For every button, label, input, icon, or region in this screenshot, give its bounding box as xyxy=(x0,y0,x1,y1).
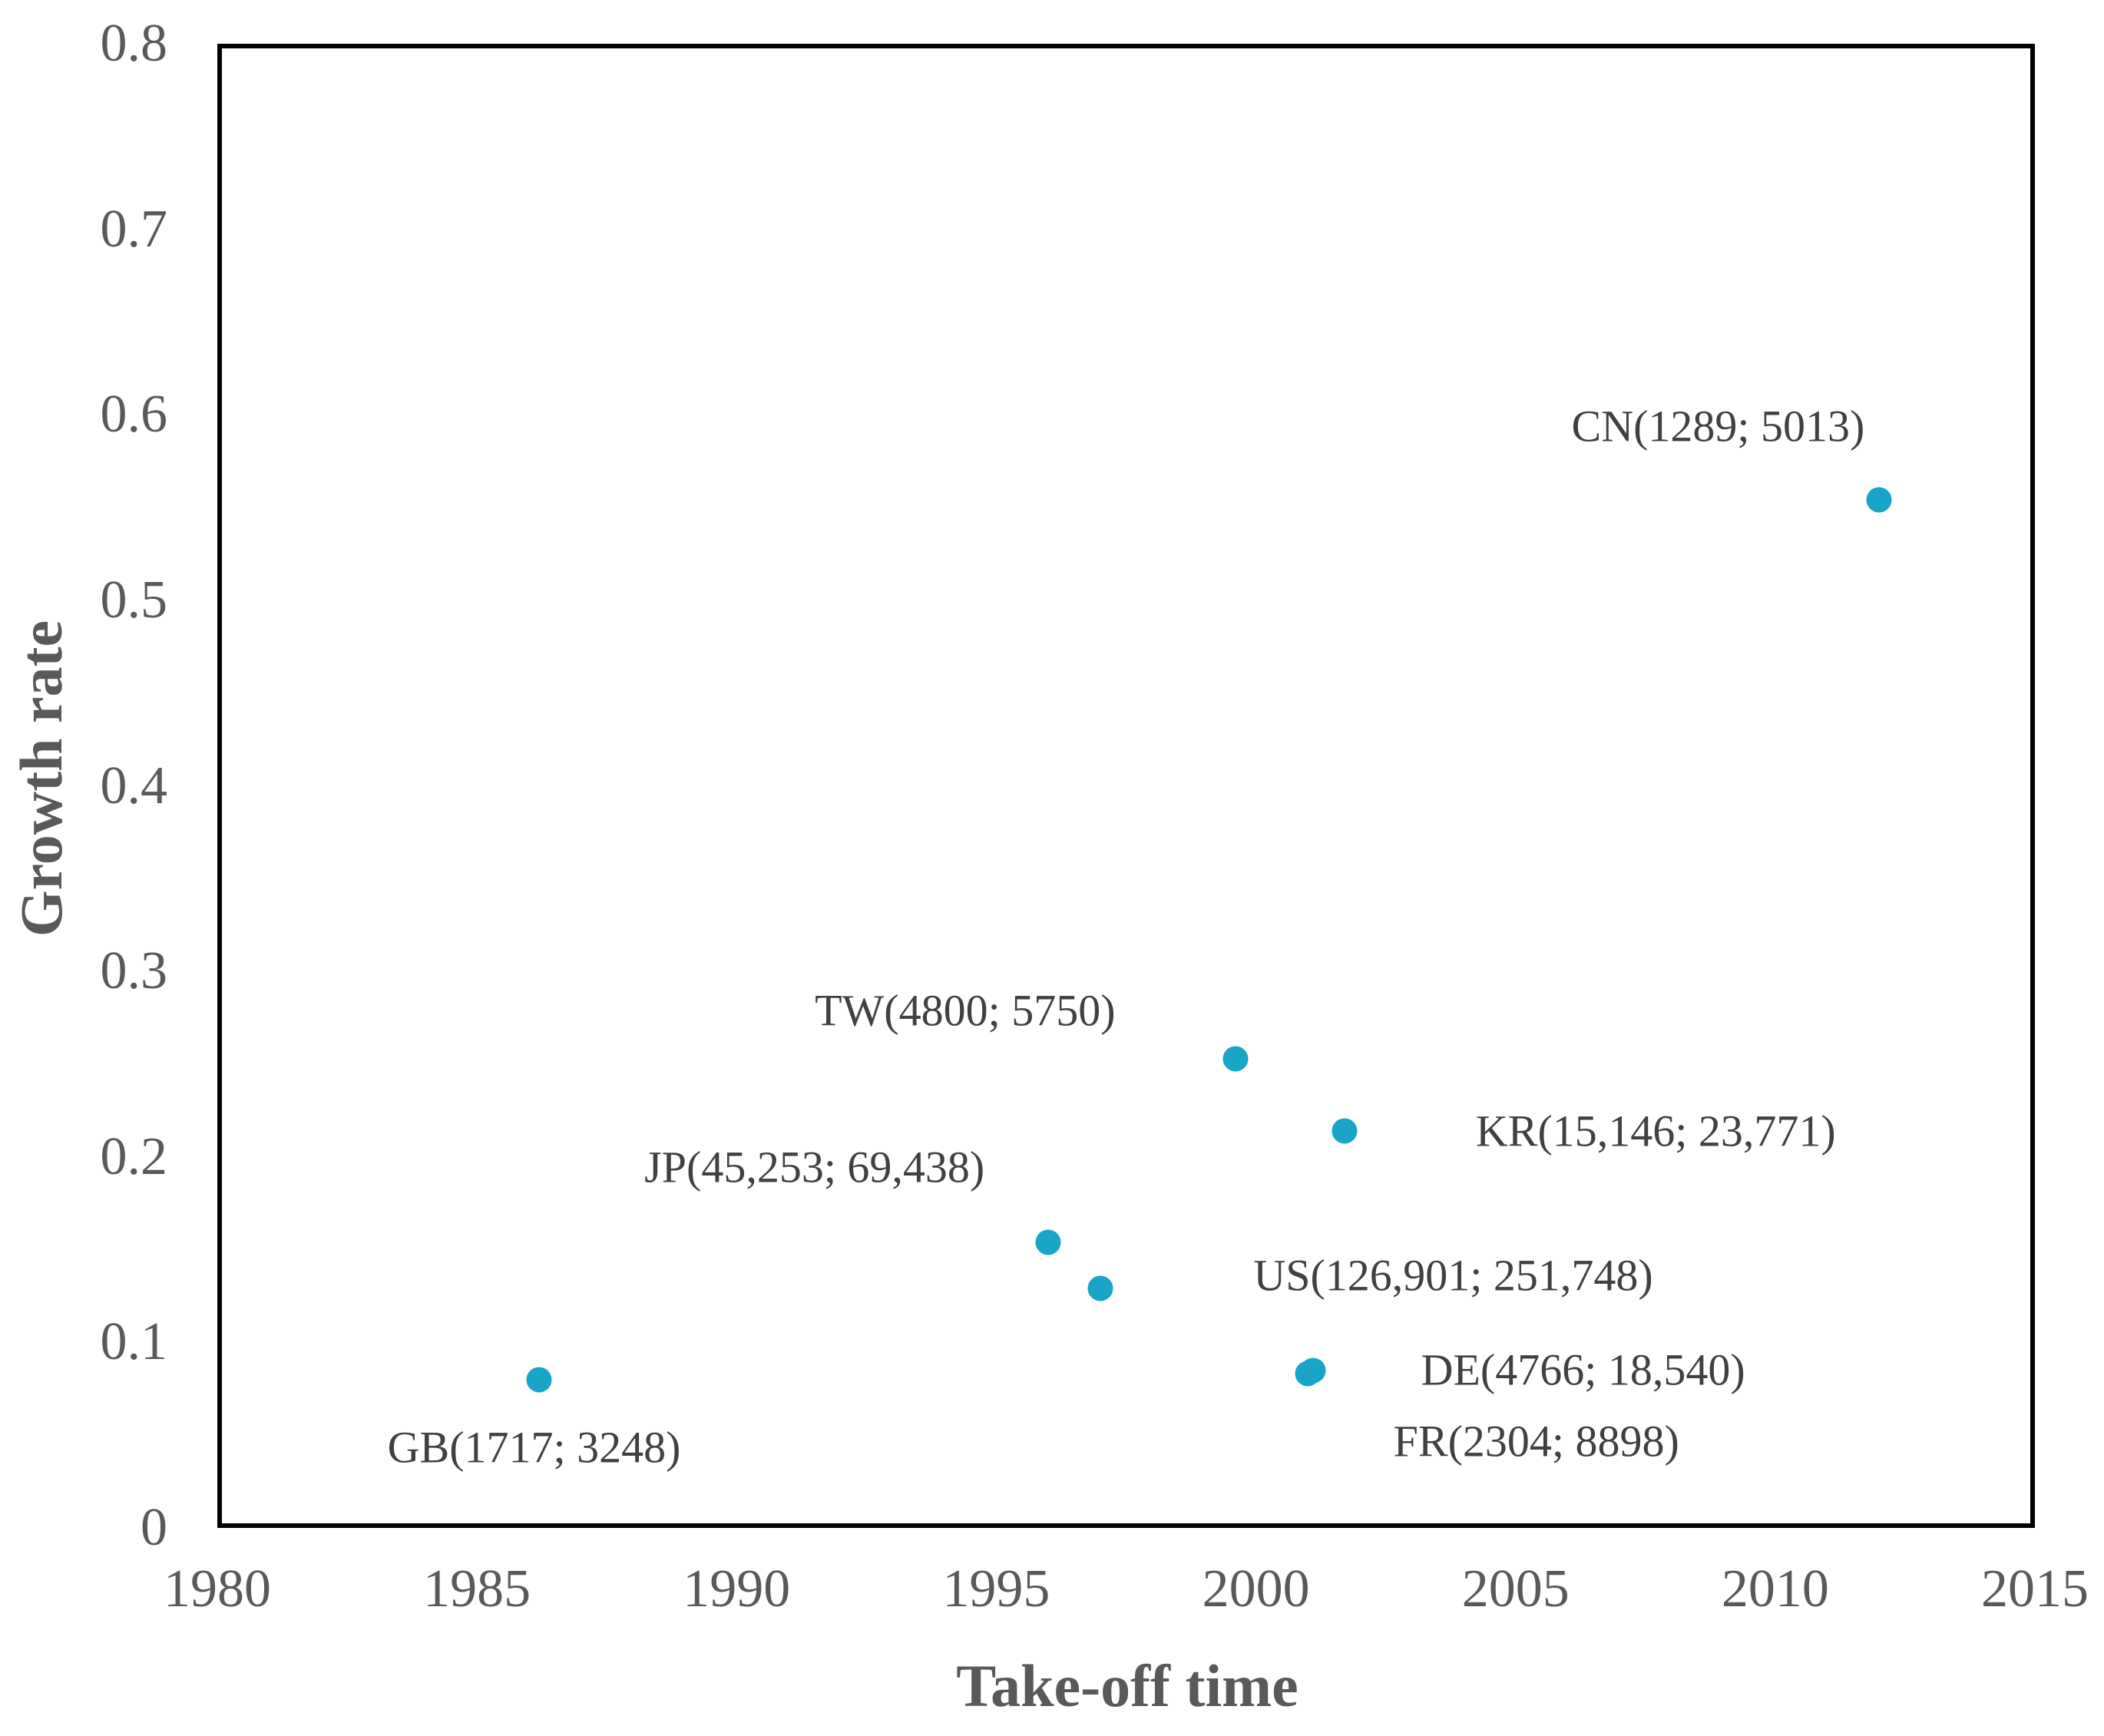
point-label-fr: FR(2304; 8898) xyxy=(1393,1416,1679,1467)
x-tick-label-1985: 1985 xyxy=(423,1559,531,1619)
point-label-de: DE(4766; 18,540) xyxy=(1421,1344,1745,1395)
y-tick-label-0.7: 0.7 xyxy=(100,199,168,259)
y-tick-label-0.8: 0.8 xyxy=(100,14,168,73)
x-tick-label-1980: 1980 xyxy=(164,1559,271,1619)
y-tick-label-0.4: 0.4 xyxy=(100,756,168,815)
x-tick-label-1995: 1995 xyxy=(942,1559,1050,1619)
y-tick-label-0: 0 xyxy=(141,1498,167,1557)
data-point-us xyxy=(1087,1275,1113,1301)
point-label-gb: GB(1717; 3248) xyxy=(387,1422,681,1473)
x-axis-title: Take-off time xyxy=(956,1652,1298,1719)
data-point-cn xyxy=(1866,487,1892,513)
y-tick-label-0.5: 0.5 xyxy=(100,570,168,630)
point-label-jp: JP(45,253; 69,438) xyxy=(644,1142,985,1192)
point-label-kr: KR(15,146; 23,771) xyxy=(1475,1106,1836,1156)
x-tick-label-1990: 1990 xyxy=(683,1559,791,1619)
x-tick-label-2000: 2000 xyxy=(1202,1559,1310,1619)
data-point-kr xyxy=(1332,1118,1358,1144)
plot-area xyxy=(217,44,2035,1528)
y-tick-label-0.3: 0.3 xyxy=(100,941,168,1001)
point-label-us: US(126,901; 251,748) xyxy=(1253,1250,1653,1301)
y-tick-label-0.6: 0.6 xyxy=(100,385,168,445)
point-label-cn: CN(1289; 5013) xyxy=(1571,401,1865,451)
data-point-gb xyxy=(526,1367,552,1393)
y-tick-label-0.1: 0.1 xyxy=(100,1312,168,1372)
y-tick-label-0.2: 0.2 xyxy=(100,1126,168,1186)
point-label-tw: TW(4800; 5750) xyxy=(815,985,1116,1036)
x-tick-label-2015: 2015 xyxy=(1981,1559,2089,1619)
data-point-de xyxy=(1300,1357,1326,1384)
x-tick-label-2010: 2010 xyxy=(1721,1559,1829,1619)
data-point-tw xyxy=(1222,1046,1249,1072)
x-tick-label-2005: 2005 xyxy=(1461,1559,1570,1619)
data-point-jp xyxy=(1035,1229,1061,1255)
